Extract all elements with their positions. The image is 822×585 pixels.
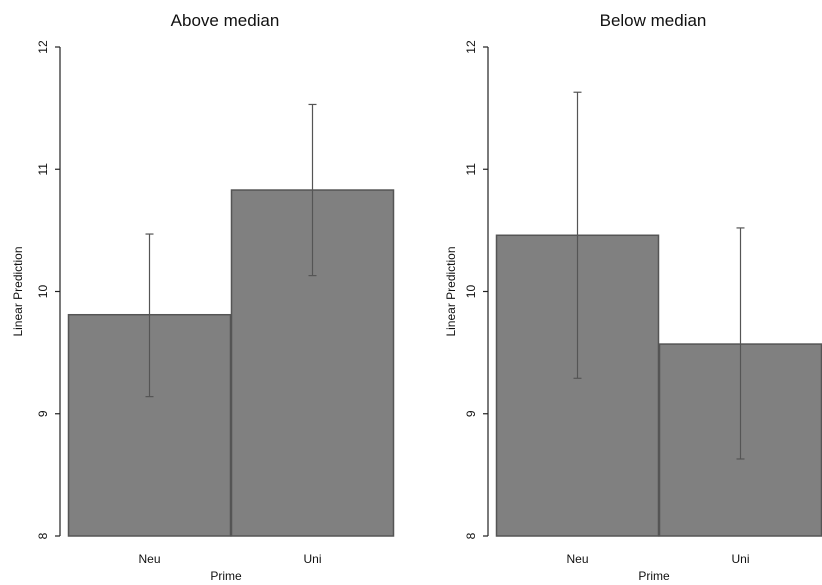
x-axis-label: Prime <box>210 569 242 583</box>
y-tick-label: 12 <box>36 40 50 54</box>
y-tick-label: 8 <box>464 532 478 539</box>
y-axis-label: Linear Prediction <box>11 246 25 336</box>
y-tick-label: 11 <box>464 163 478 176</box>
y-tick-label: 12 <box>464 40 478 54</box>
y-tick-label: 9 <box>464 410 478 417</box>
y-tick-label: 10 <box>36 285 50 299</box>
x-category-label: Neu <box>566 552 588 566</box>
x-category-label: Uni <box>731 552 749 566</box>
y-axis-label: Linear Prediction <box>444 246 458 336</box>
y-tick-label: 11 <box>36 163 50 176</box>
y-tick-label: 8 <box>36 532 50 539</box>
x-category-label: Neu <box>138 552 160 566</box>
chart-title: Above median <box>171 11 280 30</box>
y-tick-label: 9 <box>36 410 50 417</box>
y-tick-label: 10 <box>464 285 478 299</box>
x-axis-label: Prime <box>638 569 670 583</box>
chart-title: Below median <box>600 11 707 30</box>
x-category-label: Uni <box>303 552 321 566</box>
